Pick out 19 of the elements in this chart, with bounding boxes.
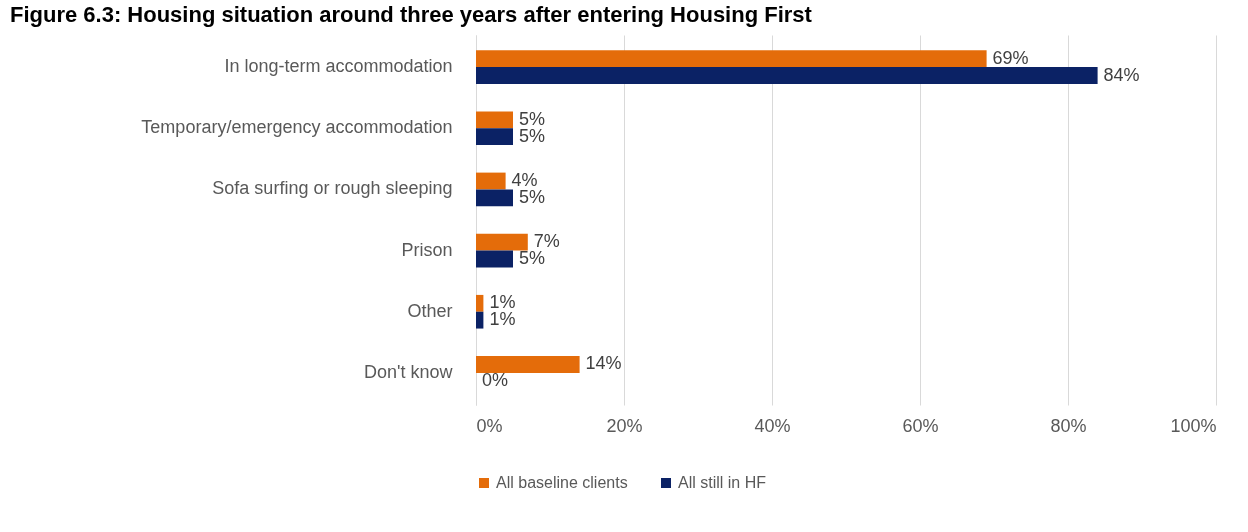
legend-label: All baseline clients — [496, 474, 628, 491]
x-tick-label: 40% — [754, 415, 791, 436]
y-tick-label: Sofa surfing or rough sleeping — [212, 178, 453, 199]
text: 0% — [482, 370, 509, 391]
x-tick-label: 100% — [1170, 415, 1217, 436]
text: 69% — [992, 47, 1029, 68]
y-tick-label: Temporary/emergency accommodation — [141, 117, 453, 138]
y-tick-label: Don't know — [364, 361, 454, 382]
x-tick-label: 60% — [902, 415, 939, 436]
x-tick-label: 20% — [606, 415, 643, 436]
x-tick-label: 0% — [476, 415, 503, 436]
y-tick-label: In long-term accommodation — [224, 56, 453, 77]
legend-label: All still in HF — [678, 474, 767, 491]
text: 14% — [585, 353, 622, 374]
x-tick-label: 80% — [1050, 415, 1087, 436]
y-tick-label: Prison — [401, 239, 453, 260]
text: 84% — [1103, 64, 1140, 85]
chart-title: Figure 6.3: Housing situation around three years after entering Housing First — [10, 2, 813, 27]
y-tick-label: Other — [407, 300, 453, 321]
